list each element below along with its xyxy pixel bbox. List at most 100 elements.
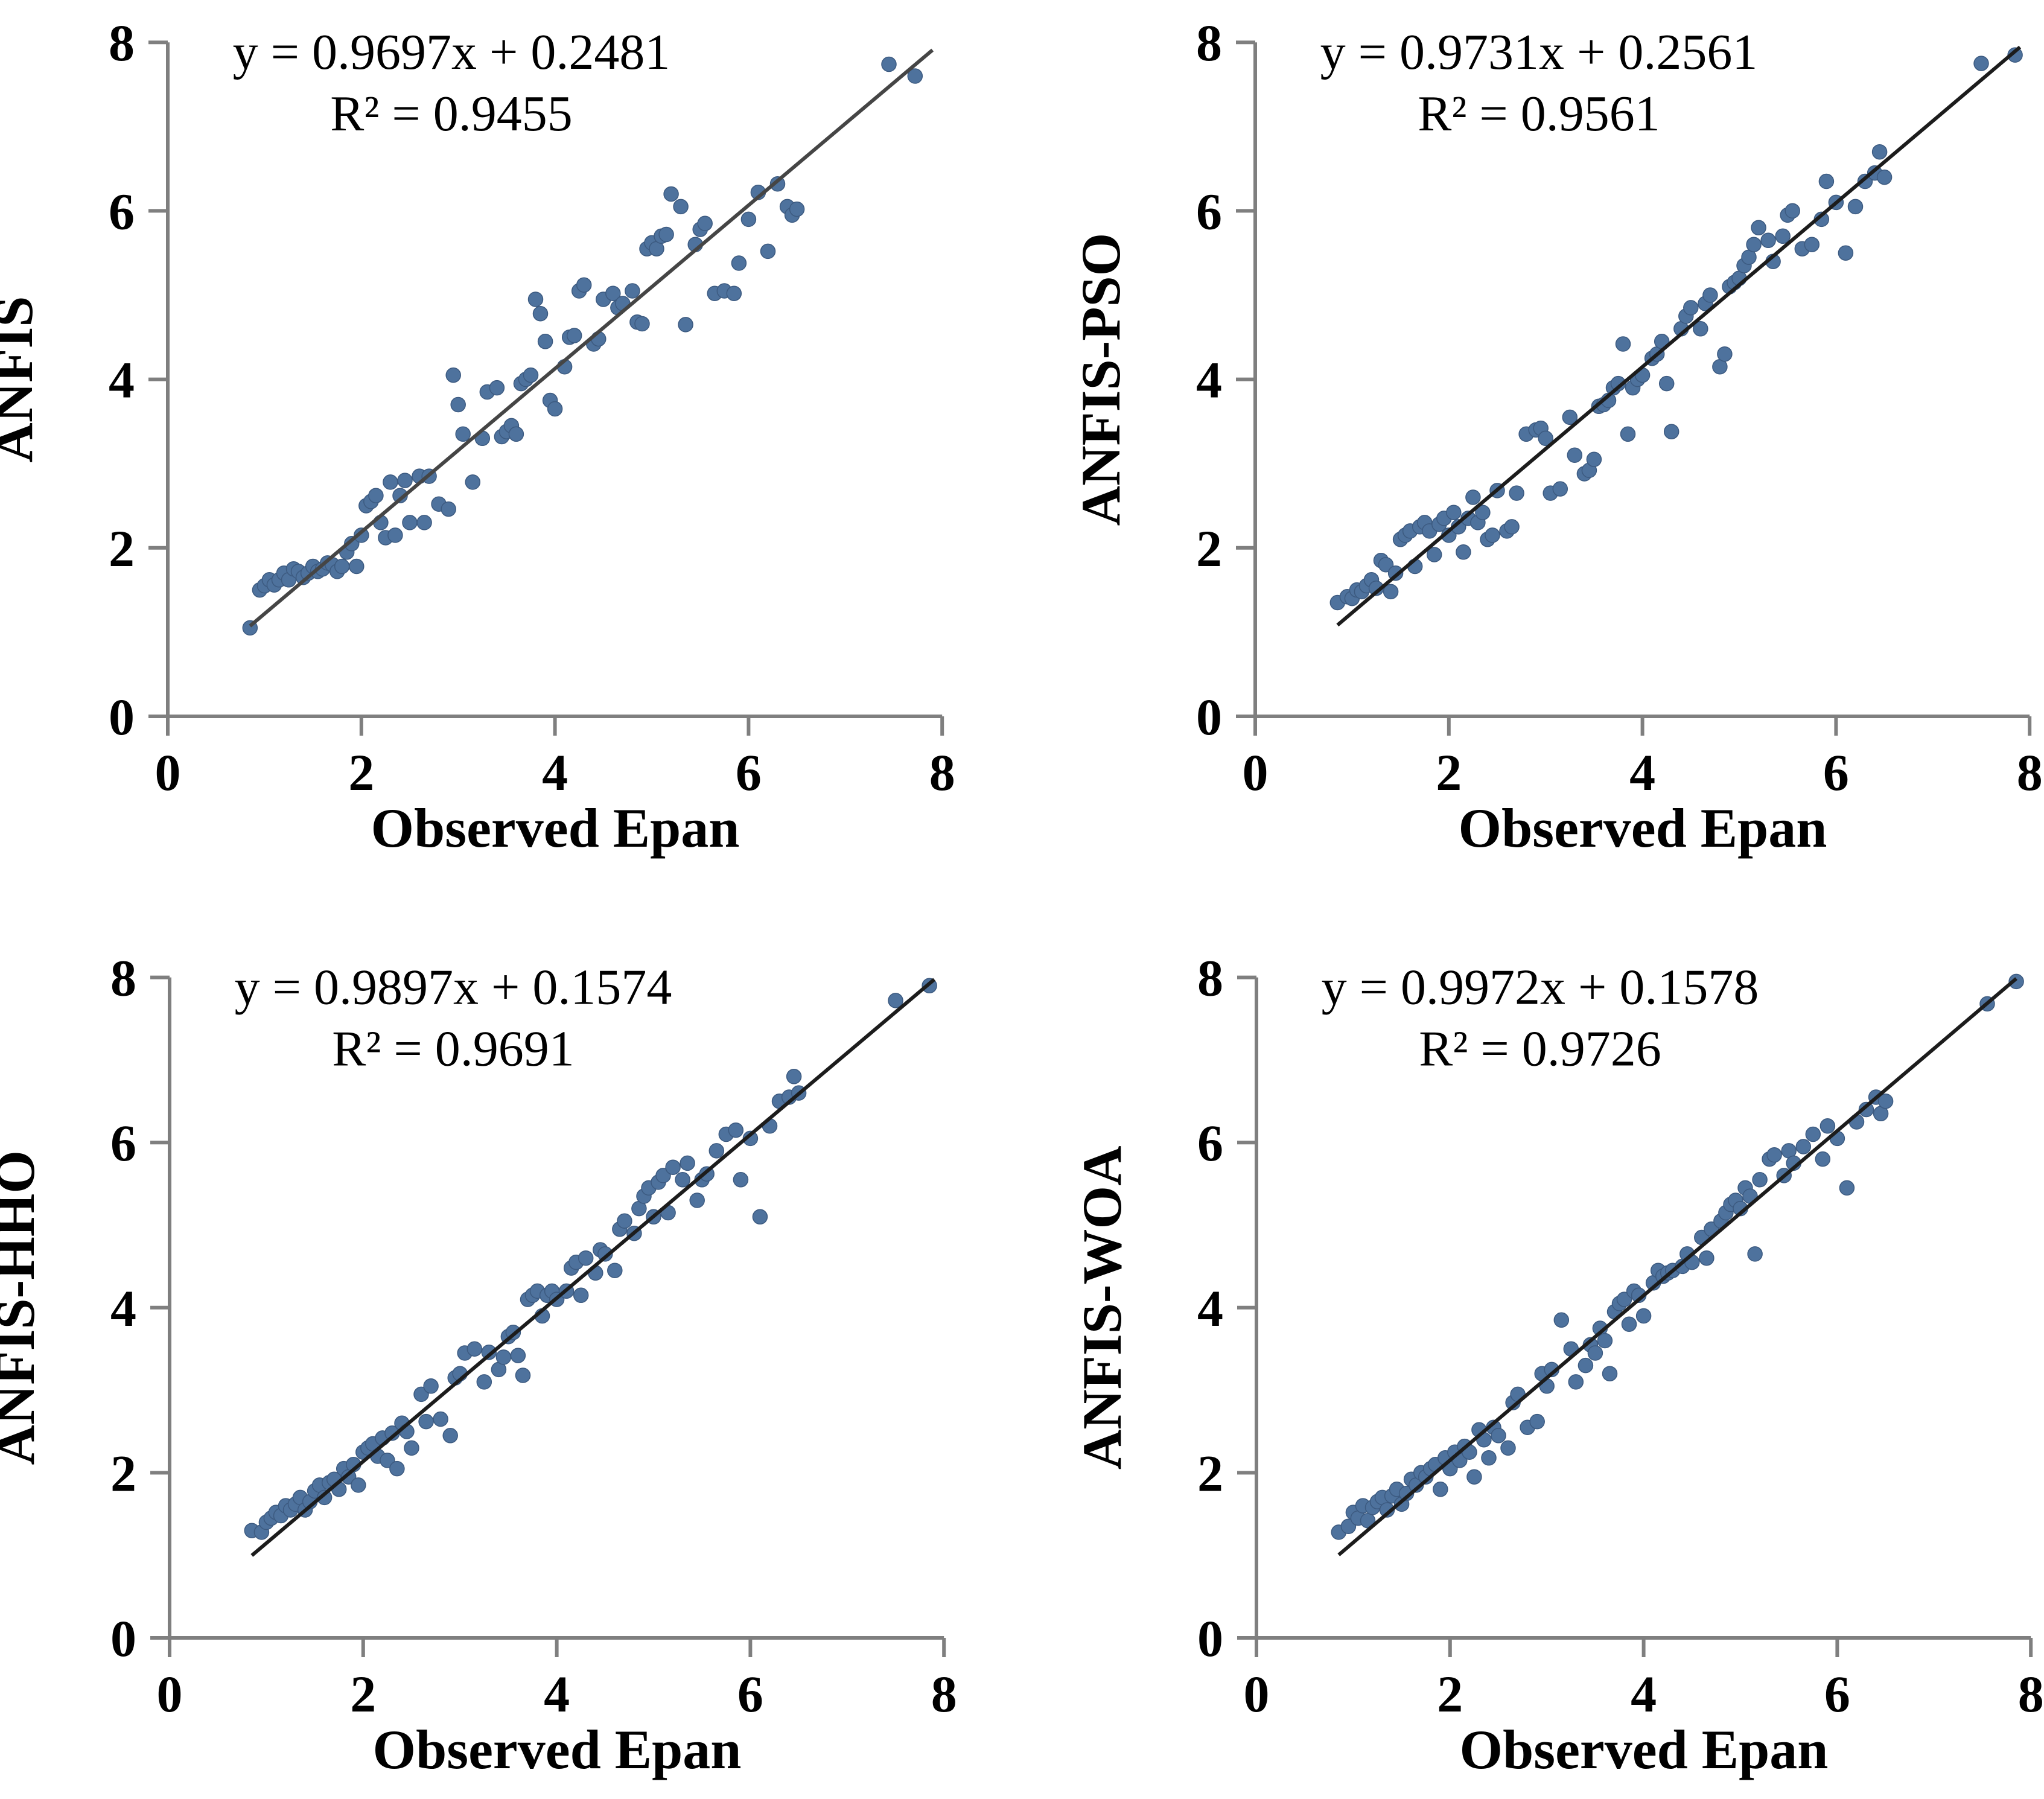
- data-point: [1378, 556, 1394, 573]
- equation-label: y = 0.9972x + 0.1578: [1322, 960, 1759, 1016]
- scatter-points: [242, 56, 923, 636]
- data-point: [1578, 1357, 1594, 1374]
- data-point: [527, 291, 544, 307]
- data-point: [1838, 245, 1854, 261]
- data-point: [465, 474, 481, 490]
- data-point: [726, 285, 742, 301]
- data-point: [1456, 544, 1471, 560]
- data-point: [1693, 321, 1708, 337]
- data-point: [1383, 584, 1399, 600]
- data-point: [1746, 237, 1762, 252]
- data-point: [404, 1440, 419, 1456]
- data-point: [349, 558, 365, 575]
- data-point: [576, 277, 592, 293]
- data-point: [1858, 1101, 1874, 1118]
- data-point: [1602, 1366, 1618, 1381]
- data-point: [1620, 426, 1636, 442]
- data-point: [1635, 1308, 1652, 1324]
- y-axis-title: ANFIS-WOA: [1071, 1145, 1133, 1469]
- data-point: [1466, 1469, 1482, 1485]
- data-point: [769, 176, 786, 192]
- data-point: [625, 283, 640, 299]
- data-point: [673, 199, 689, 215]
- data-point: [752, 1209, 768, 1225]
- r-squared-label: R² = 0.9726: [1419, 1021, 1661, 1077]
- equation-label: y = 0.9731x + 0.2561: [1320, 24, 1758, 80]
- data-point: [789, 201, 805, 217]
- data-point: [678, 317, 693, 333]
- data-point: [665, 1159, 681, 1175]
- y-tick-label: 6: [1197, 1114, 1223, 1172]
- y-tick-label: 6: [109, 182, 135, 240]
- data-point: [728, 1122, 744, 1138]
- x-tick-label: 8: [931, 1665, 957, 1723]
- x-tick-label: 6: [1823, 743, 1849, 801]
- x-tick-label: 8: [2018, 1665, 2044, 1723]
- data-point: [1973, 56, 1989, 71]
- equation-label: y = 0.9897x + 0.1574: [235, 960, 672, 1016]
- scatter-points: [1331, 973, 2024, 1540]
- data-point: [351, 1477, 366, 1493]
- y-tick-label: 0: [109, 688, 135, 746]
- data-point: [397, 473, 413, 488]
- data-point: [1818, 173, 1835, 189]
- data-point: [675, 1172, 690, 1188]
- data-point: [416, 515, 432, 530]
- data-point: [1857, 173, 1873, 189]
- y-tick-label: 0: [1197, 1610, 1223, 1667]
- data-point: [573, 1287, 589, 1304]
- x-tick-label: 8: [2017, 743, 2043, 801]
- data-point: [1805, 1126, 1821, 1142]
- y-tick-label: 4: [110, 1279, 136, 1337]
- data-point: [1702, 287, 1718, 303]
- data-point: [1766, 1147, 1782, 1163]
- data-point: [605, 285, 621, 301]
- x-tick-label: 8: [929, 743, 955, 801]
- data-point: [597, 1246, 613, 1262]
- data-point: [1504, 519, 1520, 535]
- data-point: [445, 367, 461, 383]
- y-axis-title: ANFIS-PSO: [1070, 233, 1132, 526]
- data-point: [1485, 527, 1500, 543]
- data-point: [658, 226, 674, 243]
- x-tick-label: 0: [155, 743, 181, 801]
- data-point: [1847, 199, 1864, 215]
- data-point: [1717, 346, 1733, 362]
- y-tick-label: 8: [109, 14, 135, 72]
- data-point: [881, 56, 897, 72]
- data-point: [515, 1368, 531, 1383]
- x-tick-label: 2: [1436, 743, 1462, 801]
- data-point: [1683, 300, 1699, 316]
- data-point: [1820, 1118, 1836, 1134]
- data-point: [1426, 547, 1442, 562]
- data-point: [495, 1349, 512, 1365]
- data-point: [383, 474, 398, 490]
- data-point: [888, 993, 903, 1008]
- y-tick-label: 0: [1196, 688, 1222, 746]
- data-point: [1751, 220, 1766, 236]
- data-point: [1568, 1374, 1584, 1390]
- data-point: [418, 1413, 434, 1430]
- data-point: [442, 1428, 458, 1444]
- data-point: [450, 396, 466, 413]
- y-tick-label: 2: [110, 1444, 136, 1502]
- data-point: [1475, 505, 1491, 520]
- data-point: [316, 1489, 333, 1506]
- data-point: [1552, 481, 1568, 497]
- x-tick-label: 0: [1243, 743, 1269, 801]
- data-point: [455, 426, 471, 442]
- x-tick-label: 2: [348, 743, 374, 801]
- data-point: [731, 255, 747, 271]
- data-point: [2007, 47, 2023, 63]
- data-point: [740, 211, 757, 228]
- data-point: [760, 243, 776, 260]
- trend-line: [250, 978, 936, 1557]
- x-tick-label: 4: [544, 1665, 570, 1723]
- data-point: [1538, 430, 1553, 447]
- data-point: [1509, 485, 1524, 501]
- x-tick-label: 4: [1631, 1665, 1657, 1723]
- data-point: [466, 1341, 483, 1357]
- data-point: [433, 1411, 448, 1427]
